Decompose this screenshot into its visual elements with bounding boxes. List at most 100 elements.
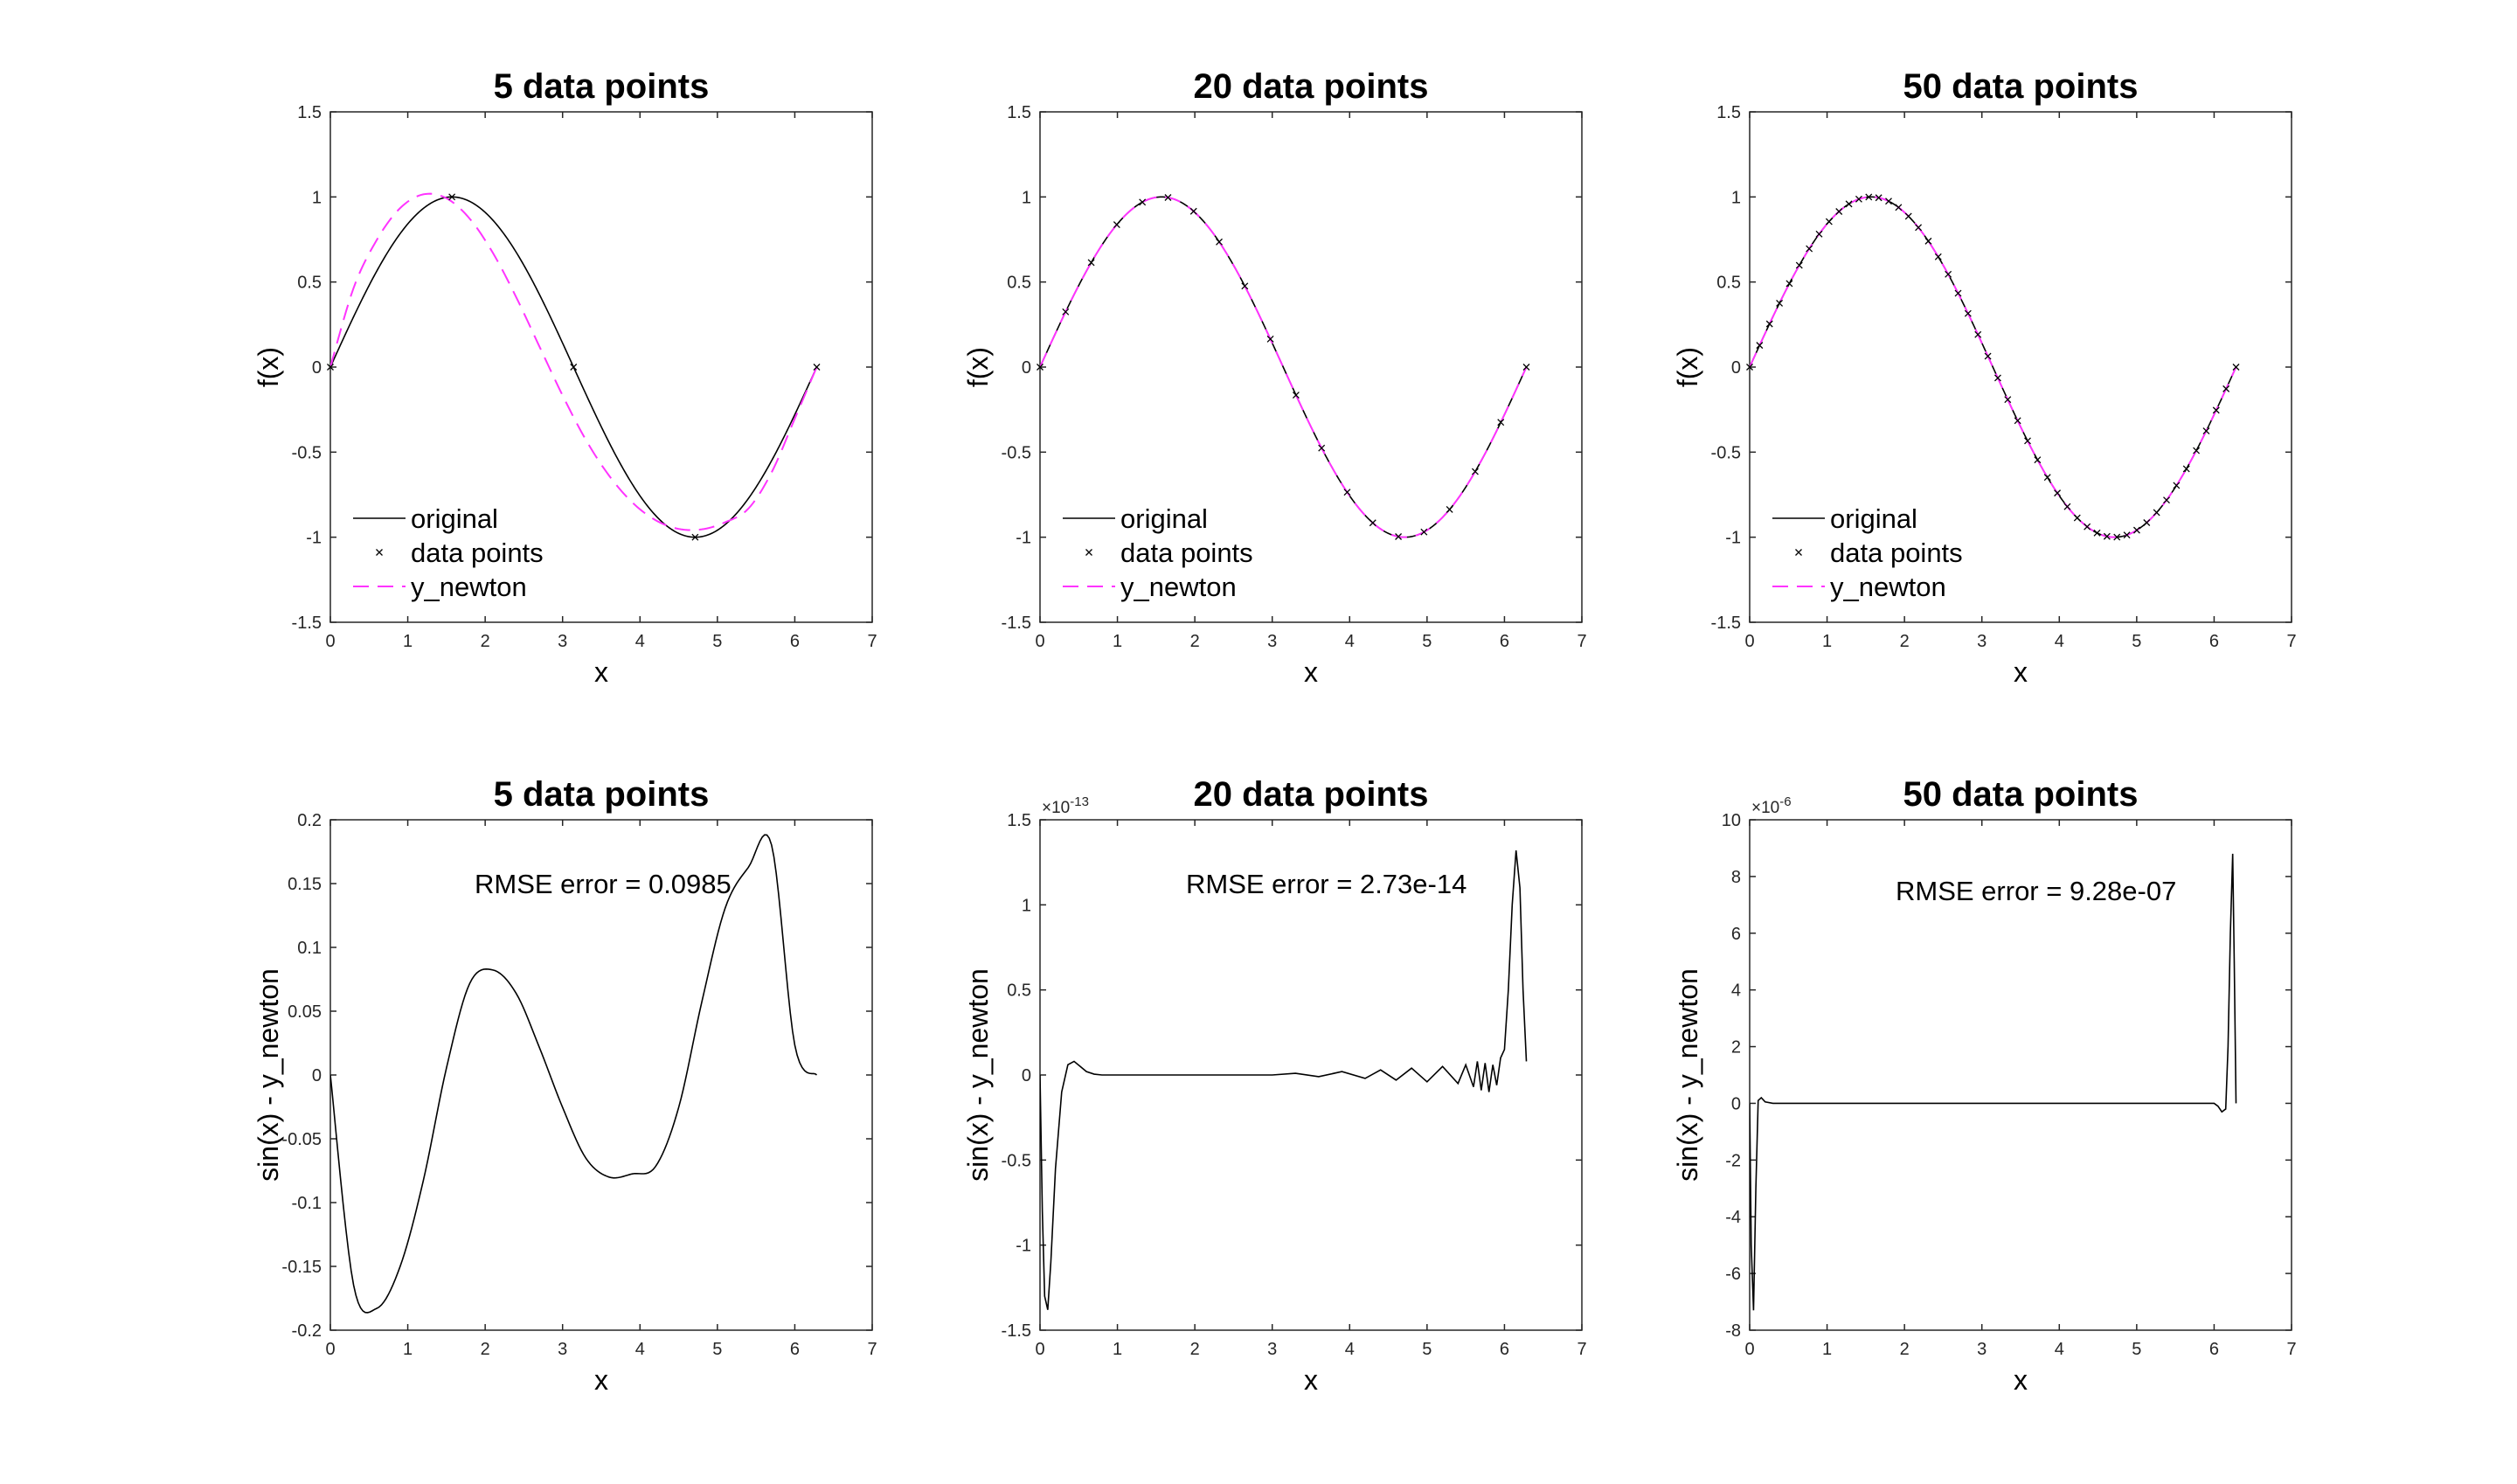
y-axis-label: sin(x) - y_newton bbox=[962, 968, 994, 1182]
data-point-marker bbox=[1915, 224, 1923, 232]
x-tick-label: 4 bbox=[2055, 1340, 2064, 1359]
data-point-marker bbox=[1292, 392, 1300, 399]
y-tick-label: 0.15 bbox=[288, 875, 322, 894]
legend-swatch-data-points bbox=[1085, 549, 1092, 556]
data-point-marker bbox=[1895, 204, 1903, 212]
y-tick-label: 0 bbox=[1022, 1066, 1031, 1085]
plot-area bbox=[330, 834, 818, 1314]
axes-box bbox=[1749, 819, 2292, 1331]
data-point-marker bbox=[1875, 194, 1883, 202]
x-tick-label: 7 bbox=[867, 632, 877, 651]
y-tick-label: 1.5 bbox=[1007, 103, 1031, 122]
x-tick-label: 5 bbox=[2132, 1340, 2141, 1359]
data-point-marker bbox=[1446, 506, 1453, 513]
y-tick-label: 0.5 bbox=[1007, 981, 1031, 1001]
data-point-marker bbox=[2093, 529, 2101, 537]
data-point-marker bbox=[1471, 468, 1479, 475]
y-tick-label: 1.5 bbox=[1007, 811, 1031, 830]
legend-entry: y_newton bbox=[411, 572, 527, 602]
y-tick-label: 0 bbox=[1731, 358, 1741, 378]
x-tick-label: 4 bbox=[1345, 1340, 1355, 1359]
subplot-6: 0 1 2 3 4 5 6 7 -8 -6 -4 -2 0 2 4 6 8 10 ×10-6 50 data poin… bbox=[1672, 775, 2297, 1396]
data-point-marker bbox=[2222, 385, 2230, 392]
y-tick-label: -1.5 bbox=[1002, 1321, 1031, 1341]
data-point-marker bbox=[1885, 198, 1892, 205]
y-tick-label: 1 bbox=[1022, 188, 1031, 207]
x-tick-label: 0 bbox=[325, 632, 335, 651]
data-point-marker bbox=[1865, 193, 1873, 201]
data-point-marker bbox=[2024, 437, 2031, 445]
data-point-marker bbox=[448, 193, 456, 201]
subplot-title: 20 data points bbox=[1194, 775, 1429, 814]
data-point-marker bbox=[1765, 320, 1773, 328]
x-tick-label: 0 bbox=[1744, 1340, 1754, 1359]
data-point-marker bbox=[1964, 309, 1972, 317]
subplot-3: 0 1 2 3 4 5 6 7 -1.5 -1 -0.5 0 0.5 1 1.5 50 data points… bbox=[1672, 67, 2297, 688]
x-tick-label: 2 bbox=[481, 632, 490, 651]
data-point-marker bbox=[2063, 503, 2071, 510]
y-tick-label: 1.5 bbox=[1716, 103, 1741, 122]
data-point-marker bbox=[1776, 299, 1784, 307]
data-point-marker bbox=[1993, 374, 2001, 382]
data-point-marker bbox=[1825, 218, 1833, 225]
data-point-marker bbox=[1835, 208, 1843, 215]
x-tick-label: 5 bbox=[712, 1340, 722, 1359]
data-point-marker bbox=[1241, 282, 1249, 290]
data-point-marker bbox=[2193, 447, 2201, 454]
data-point-marker bbox=[1795, 261, 1803, 269]
x-tick-label: 1 bbox=[1822, 632, 1832, 651]
data-point-marker bbox=[1189, 207, 1197, 215]
data-point-marker bbox=[1318, 444, 1326, 452]
x-tick-label: 5 bbox=[1422, 1340, 1432, 1359]
x-tick-label: 5 bbox=[712, 632, 722, 651]
data-point-marker bbox=[2043, 474, 2051, 482]
data-point-marker bbox=[2004, 396, 2012, 404]
y-tick-label: -1 bbox=[1016, 1237, 1031, 1256]
y-tick-label: 0.1 bbox=[297, 939, 322, 958]
data-point-marker bbox=[1522, 364, 1530, 371]
y-tick-label: -1 bbox=[1725, 529, 1741, 548]
data-point-marker bbox=[327, 364, 334, 371]
y-tick-label: 1 bbox=[1022, 896, 1031, 915]
y-tick-label: -0.05 bbox=[281, 1130, 322, 1149]
y-tick-label: 1.5 bbox=[297, 103, 322, 122]
legend-entry: data points bbox=[1120, 537, 1253, 568]
data-point-marker bbox=[1934, 253, 1942, 260]
plot-area bbox=[1750, 853, 2237, 1311]
legend-swatch-data-points bbox=[376, 549, 383, 556]
y-tick-label: -0.2 bbox=[292, 1321, 322, 1341]
legend-swatch-data-points bbox=[1795, 549, 1802, 556]
subplot-2: 0 1 2 3 4 5 6 7 -1.5 -1 -0.5 0 0.5 1 1.5 20 data points… bbox=[962, 67, 1587, 688]
legend-entry: data points bbox=[411, 537, 544, 568]
x-tick-label: 0 bbox=[1035, 1340, 1044, 1359]
data-point-marker bbox=[1954, 289, 1962, 297]
x-tick-label: 6 bbox=[1500, 632, 1509, 651]
data-point-marker bbox=[1266, 335, 1274, 343]
legend-entry: y_newton bbox=[1120, 572, 1237, 602]
subplot-5: 0 1 2 3 4 5 6 7 -1.5 -1 -0.5 0 0.5 1 1.5 ×10-13 20 data … bbox=[962, 775, 1587, 1396]
x-tick-label: 6 bbox=[2209, 1340, 2219, 1359]
data-point-marker bbox=[2113, 533, 2121, 541]
x-tick-label: 2 bbox=[1190, 632, 1200, 651]
axes-box bbox=[1749, 111, 2292, 623]
y-tick-label: -1 bbox=[1016, 529, 1031, 548]
error-line bbox=[1040, 849, 1528, 1310]
x-tick-label: 7 bbox=[2286, 1340, 2296, 1359]
data-point-marker bbox=[1420, 528, 1428, 536]
data-point-marker bbox=[691, 533, 699, 541]
data-point-marker bbox=[1343, 489, 1351, 496]
x-tick-label: 3 bbox=[558, 1340, 567, 1359]
y-tick-label: 6 bbox=[1731, 925, 1741, 944]
subplot-title: 50 data points bbox=[1903, 775, 2139, 814]
y-tick-label: -0.1 bbox=[292, 1194, 322, 1213]
data-point-marker bbox=[1984, 352, 1992, 360]
rmse-annotation: RMSE error = 9.28e-07 bbox=[1896, 876, 2176, 906]
y-tick-label: 4 bbox=[1731, 981, 1741, 1001]
y-tick-label: -8 bbox=[1725, 1321, 1741, 1341]
x-tick-label: 7 bbox=[1577, 1340, 1586, 1359]
x-tick-label: 4 bbox=[635, 632, 645, 651]
